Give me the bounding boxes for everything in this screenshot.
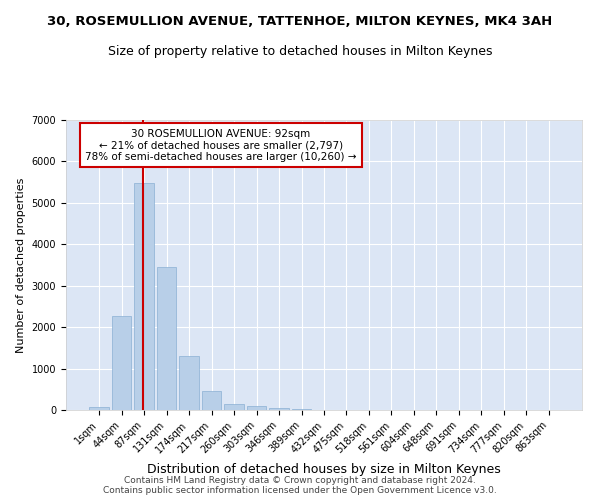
Bar — [134, 183, 154, 410]
Text: Size of property relative to detached houses in Milton Keynes: Size of property relative to detached ho… — [108, 45, 492, 58]
X-axis label: Distribution of detached houses by size in Milton Keynes: Distribution of detached houses by size … — [147, 463, 501, 476]
Text: Contains HM Land Registry data © Crown copyright and database right 2024.
Contai: Contains HM Land Registry data © Crown c… — [103, 476, 497, 495]
Bar — [292, 409, 311, 410]
Bar — [224, 404, 244, 410]
Bar — [269, 408, 289, 410]
Bar — [112, 316, 131, 410]
Bar — [247, 406, 266, 410]
Bar — [89, 406, 109, 410]
Text: 30 ROSEMULLION AVENUE: 92sqm
← 21% of detached houses are smaller (2,797)
78% of: 30 ROSEMULLION AVENUE: 92sqm ← 21% of de… — [85, 128, 356, 162]
Bar — [157, 267, 176, 410]
Text: 30, ROSEMULLION AVENUE, TATTENHOE, MILTON KEYNES, MK4 3AH: 30, ROSEMULLION AVENUE, TATTENHOE, MILTO… — [47, 15, 553, 28]
Bar — [179, 356, 199, 410]
Bar — [202, 390, 221, 410]
Y-axis label: Number of detached properties: Number of detached properties — [16, 178, 26, 352]
